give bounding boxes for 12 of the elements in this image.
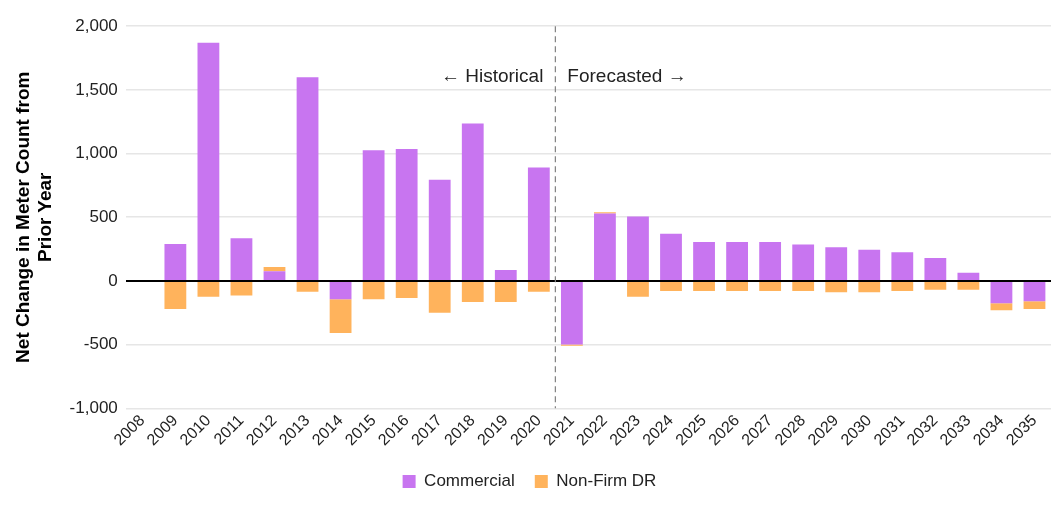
- y-tick-label: 1,500: [75, 79, 118, 99]
- y-tick-label: 1,000: [75, 143, 118, 163]
- y-tick-label: -1,000: [69, 397, 118, 417]
- legend-label: Commercial: [424, 471, 515, 491]
- y-tick-label: 500: [89, 206, 118, 226]
- annotation: ← Historical: [440, 65, 544, 87]
- annotation: Forecasted →: [567, 65, 687, 87]
- y-tick-label: 0: [108, 270, 118, 290]
- y-tick-label: -500: [83, 334, 118, 354]
- y-tick-label: 2,000: [75, 15, 118, 35]
- y-axis-title: Net Change in Meter Count from Prior Year: [11, 71, 56, 363]
- legend-label: Non-Firm DR: [556, 471, 657, 491]
